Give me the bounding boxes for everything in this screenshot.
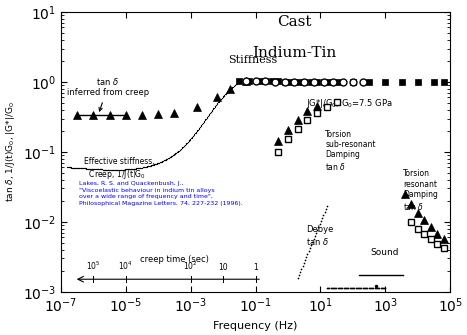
- Text: $10^5$: $10^5$: [86, 260, 101, 272]
- Text: $10^2$: $10^2$: [184, 260, 198, 272]
- Text: |G*|/G$_0$, G$_0$=7.5 GPa: |G*|/G$_0$, G$_0$=7.5 GPa: [306, 97, 392, 110]
- Text: creep time (sec): creep time (sec): [140, 255, 209, 264]
- Text: Sound: Sound: [371, 248, 399, 257]
- Text: Cast: Cast: [277, 15, 312, 29]
- Text: Effective stiffness,
  Creep, 1/J(t)G$_0$: Effective stiffness, Creep, 1/J(t)G$_0$: [84, 157, 154, 181]
- Text: Lakes, R. S. and Quackenbush, J.,
"Viscoelastic behaviour in indium tin alloys
o: Lakes, R. S. and Quackenbush, J., "Visco…: [79, 181, 242, 206]
- Text: Torsion
resonant
Damping
tan $\delta$: Torsion resonant Damping tan $\delta$: [403, 170, 438, 212]
- Text: 1: 1: [253, 263, 258, 272]
- X-axis label: Frequency (Hz): Frequency (Hz): [213, 321, 298, 331]
- Text: $10^4$: $10^4$: [118, 260, 133, 272]
- Text: Stiffness: Stiffness: [228, 55, 277, 65]
- Text: 10: 10: [218, 263, 228, 272]
- Text: Debye
tan $\delta$: Debye tan $\delta$: [306, 225, 333, 247]
- Y-axis label: tan $\delta$, 1/J(t)G$_0$, |G*|/G$_0$: tan $\delta$, 1/J(t)G$_0$, |G*|/G$_0$: [4, 102, 17, 202]
- Text: tan $\delta$
inferred from creep: tan $\delta$ inferred from creep: [67, 76, 149, 111]
- Text: Torsion
sub-resonant
Damping
tan $\delta$: Torsion sub-resonant Damping tan $\delta…: [325, 130, 376, 172]
- Text: Indium-Tin: Indium-Tin: [252, 46, 337, 60]
